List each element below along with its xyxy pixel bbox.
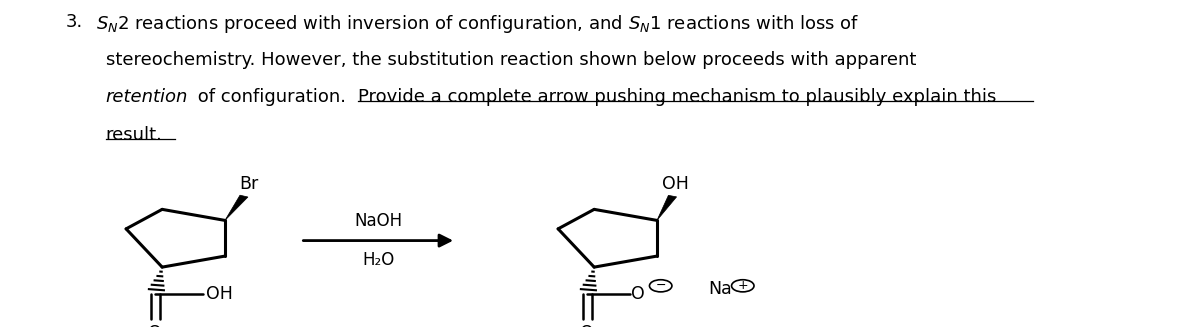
Text: O: O — [581, 324, 594, 327]
Text: of configuration.: of configuration. — [192, 88, 352, 106]
Text: OH: OH — [662, 175, 689, 193]
Text: $S_N$2 reactions proceed with inversion of configuration, and $S_N$1 reactions w: $S_N$2 reactions proceed with inversion … — [96, 13, 859, 35]
Text: stereochemistry. However, the substitution reaction shown below proceeds with ap: stereochemistry. However, the substituti… — [106, 51, 916, 69]
Text: NaOH: NaOH — [354, 212, 402, 230]
Polygon shape — [224, 195, 248, 220]
Text: 3.: 3. — [66, 13, 83, 31]
Polygon shape — [656, 195, 677, 220]
Text: O: O — [149, 324, 162, 327]
Text: −: − — [655, 279, 666, 292]
Text: OH: OH — [206, 285, 233, 303]
Text: +: + — [738, 279, 748, 292]
Text: Na: Na — [708, 280, 732, 298]
Text: retention: retention — [106, 88, 188, 106]
Text: H₂O: H₂O — [362, 251, 395, 269]
Text: Provide a complete arrow pushing mechanism to plausibly explain this: Provide a complete arrow pushing mechani… — [358, 88, 996, 106]
Text: O: O — [631, 285, 646, 303]
Text: result.: result. — [106, 126, 162, 144]
Text: Br: Br — [240, 175, 259, 193]
